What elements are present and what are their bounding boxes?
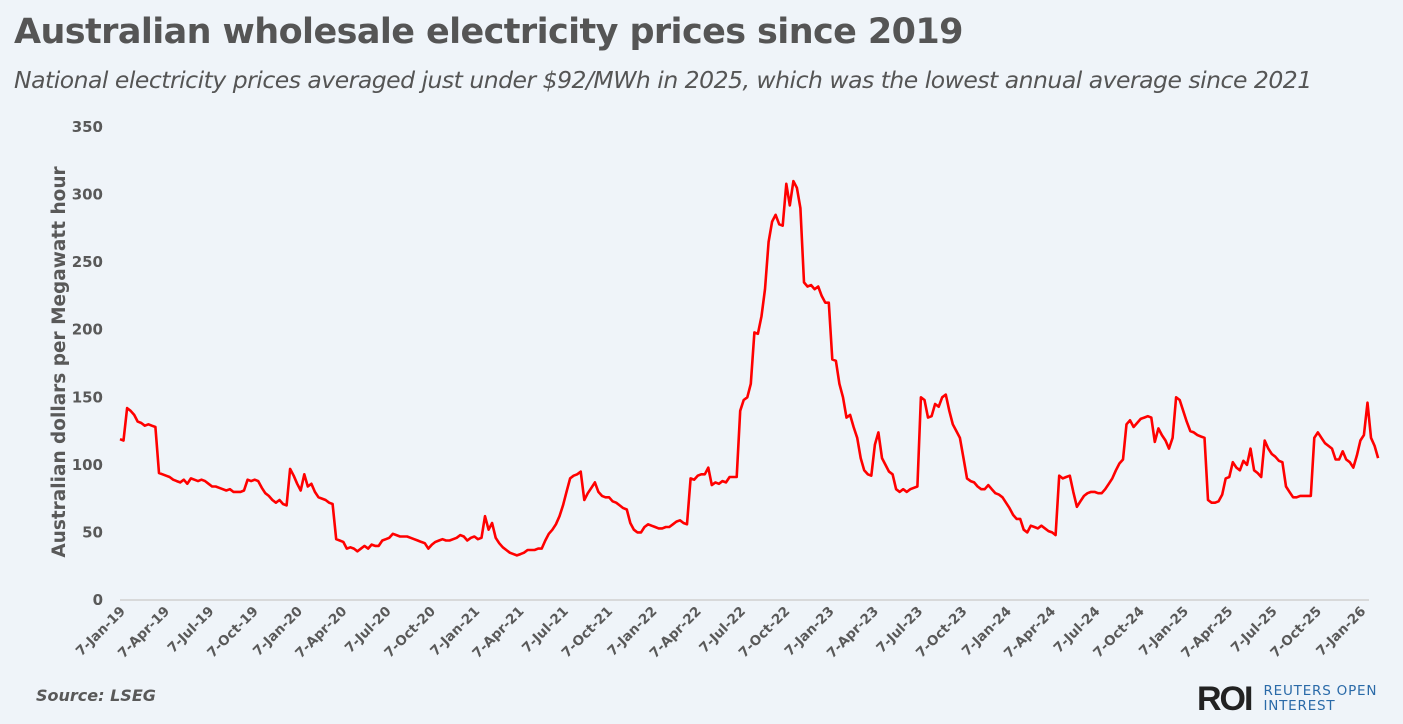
roi-logo: ROI REUTERS OPEN INTEREST: [1197, 682, 1377, 716]
logo-line-2: INTEREST: [1263, 698, 1336, 714]
y-tick-label: 200: [72, 321, 103, 339]
data-points: [120, 181, 1378, 555]
y-tick-label: 0: [93, 591, 103, 609]
chart-subtitle: National electricity prices averaged jus…: [14, 66, 1312, 94]
chart-title: Australian wholesale electricity prices …: [14, 12, 963, 52]
y-tick-label: 100: [72, 456, 103, 474]
x-axis-ticks: 7-Jan-197-Apr-197-Jul-197-Oct-197-Jan-20…: [73, 604, 1369, 662]
y-axis-ticks: 0 50 100 150 200 250 300 350: [72, 118, 103, 609]
y-tick-label: 250: [72, 253, 103, 271]
y-axis-label: Australian dollars per Megawatt hour: [49, 165, 70, 557]
source-note: Source: LSEG: [36, 686, 156, 705]
y-tick-label: 300: [72, 186, 103, 204]
logo-mark: ROI: [1197, 680, 1253, 718]
y-tick-label: 150: [72, 388, 103, 406]
y-tick-label: 350: [72, 118, 103, 136]
logo-text: REUTERS OPEN INTEREST: [1263, 684, 1377, 714]
logo-line-1: REUTERS OPEN: [1263, 683, 1378, 699]
series-line-price: [119, 179, 1380, 557]
y-tick-label: 50: [82, 523, 103, 541]
